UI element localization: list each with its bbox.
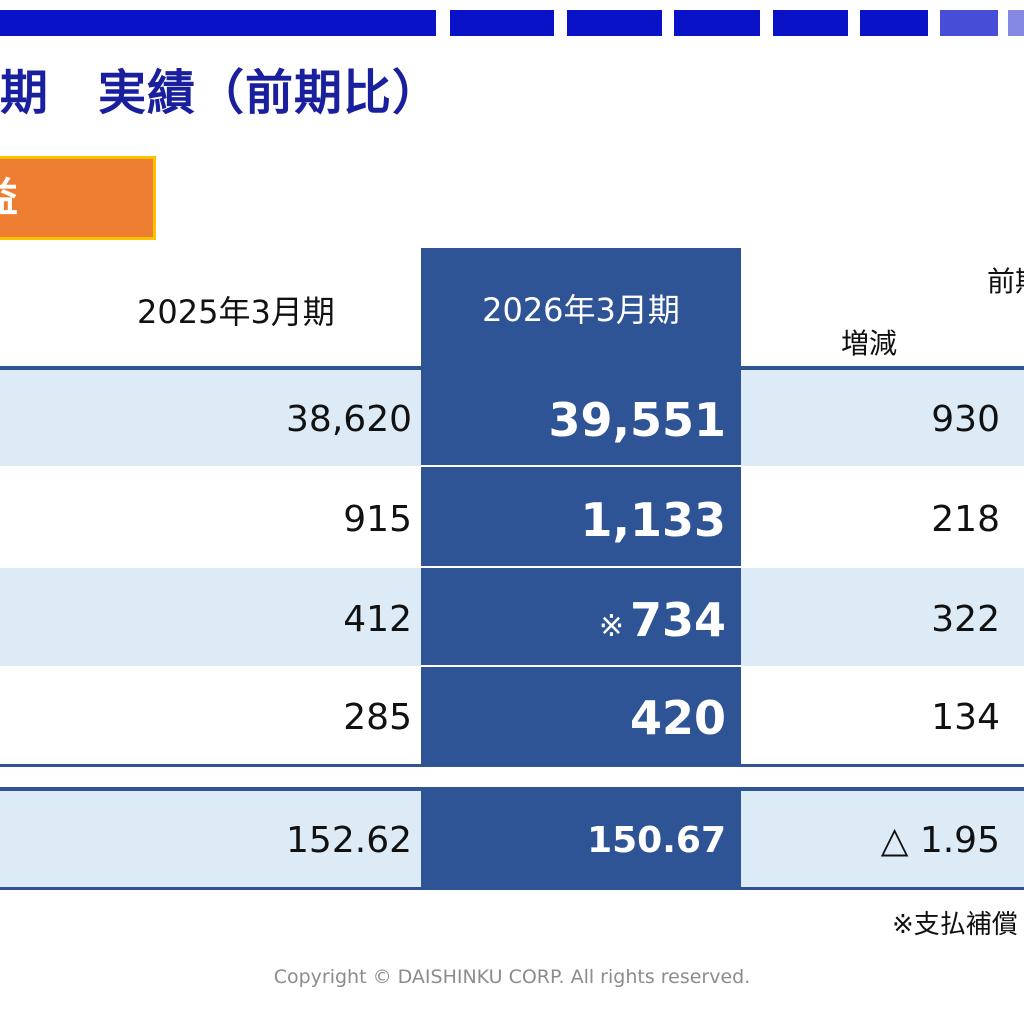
row-3-prev-value: 412 bbox=[343, 599, 412, 640]
row-4-current-value: 420 bbox=[629, 691, 726, 745]
current-period-column bbox=[421, 791, 741, 887]
row-3-note-mark: ※ bbox=[598, 609, 624, 644]
header-vs-previous: 前期 bbox=[987, 265, 1024, 298]
summary-prev-value: 152.62 bbox=[286, 820, 412, 861]
top-decorative-bar bbox=[0, 10, 1024, 36]
top-bar-segment bbox=[450, 10, 554, 36]
copyright-notice: Copyright © DAISHINKU CORP. All rights r… bbox=[273, 966, 751, 988]
header-current-period: 2026年3月期 bbox=[421, 248, 741, 368]
section-tag-label: 益 bbox=[0, 159, 18, 237]
section-tag: 益 bbox=[0, 156, 156, 240]
header-rule bbox=[0, 366, 1024, 370]
row-2-change-value: 218 bbox=[931, 499, 1000, 540]
row-3-current-value: ※ 734 bbox=[598, 593, 726, 647]
table-rule bbox=[0, 787, 1024, 791]
row-1-prev-value: 38,620 bbox=[286, 399, 412, 440]
top-bar-segment bbox=[860, 10, 928, 36]
row-3-change-value: 322 bbox=[931, 599, 1000, 640]
top-bar-segment bbox=[567, 10, 662, 36]
top-bar-segment bbox=[1008, 10, 1024, 36]
column-separator bbox=[421, 665, 741, 667]
summary-change-value: △ 1.95 bbox=[880, 820, 1000, 861]
table-rule bbox=[0, 764, 1024, 767]
summary-current-value: 150.67 bbox=[587, 820, 726, 861]
header-prev-period: 2025年3月期 bbox=[137, 293, 335, 331]
top-bar-segment bbox=[0, 10, 436, 36]
top-bar-segment bbox=[674, 10, 760, 36]
row-4-change-value: 134 bbox=[931, 697, 1000, 738]
table-rule bbox=[0, 887, 1024, 890]
top-bar-segment bbox=[773, 10, 848, 36]
row-4-prev-value: 285 bbox=[343, 697, 412, 738]
column-separator bbox=[421, 566, 741, 568]
row-1-change-value: 930 bbox=[931, 399, 1000, 440]
row-2-prev-value: 915 bbox=[343, 499, 412, 540]
row-2-current-value: 1,133 bbox=[580, 493, 726, 547]
row-1-current-value: 39,551 bbox=[548, 393, 726, 447]
header-change: 増減 bbox=[841, 327, 898, 360]
column-separator bbox=[421, 465, 741, 467]
page-title: 期 実績（前期比） bbox=[0, 65, 442, 121]
top-bar-segment bbox=[940, 10, 998, 36]
footnote: ※支払補償 bbox=[892, 910, 1018, 940]
